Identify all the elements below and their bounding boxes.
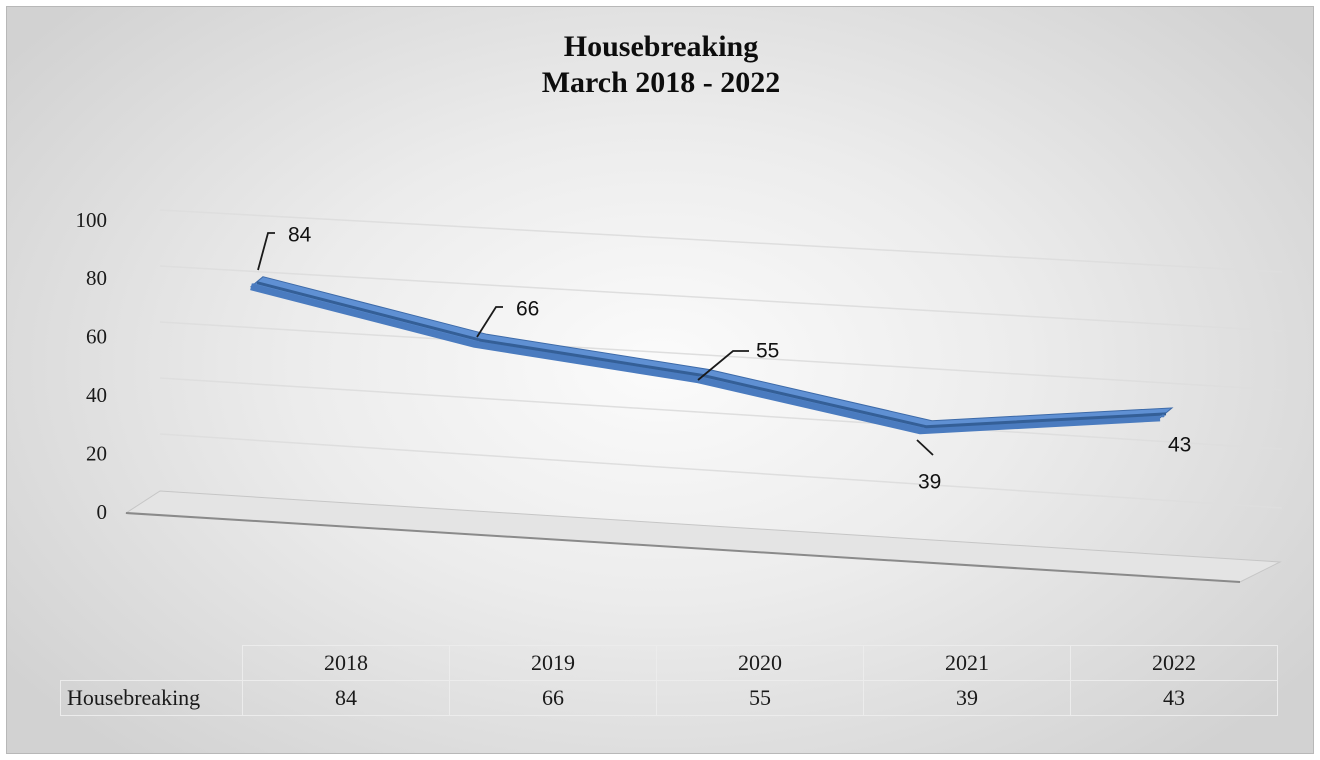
chart-area: Housebreaking March 2018 - 2022	[6, 6, 1314, 754]
data-label-leader	[916, 439, 934, 456]
data-table-value: 84	[242, 680, 450, 716]
data-label: 39	[918, 471, 941, 494]
data-table-value: 43	[1070, 680, 1278, 716]
data-point	[476, 340, 480, 344]
data-table-corner	[61, 646, 243, 681]
gridline	[159, 321, 1283, 391]
data-label-leader	[257, 232, 275, 271]
data-table-category: 2018	[242, 645, 450, 681]
data-label-leader	[476, 306, 503, 338]
chart-title-line-1: Housebreaking	[563, 30, 759, 63]
y-tick-label: 80	[86, 266, 107, 290]
data-table-category: 2022	[1070, 645, 1278, 681]
series-line	[250, 283, 1161, 435]
data-table-value: 39	[863, 680, 1071, 716]
gridline	[159, 377, 1283, 450]
data-table-category: 2019	[449, 645, 657, 681]
data-label: 43	[1168, 434, 1191, 457]
y-tick-label: 20	[86, 441, 107, 465]
data-table-category: 2021	[863, 645, 1071, 681]
data-label: 66	[516, 298, 539, 321]
data-table: 2018 2019 2020 2021 2022 Housebreaking 8…	[60, 645, 1278, 716]
data-point	[252, 283, 256, 287]
data-point	[1161, 414, 1165, 418]
data-table-category: 2020	[656, 645, 864, 681]
y-tick-label: 100	[76, 208, 108, 232]
data-label-leader	[697, 350, 749, 381]
data-point	[921, 427, 925, 431]
gridline	[159, 265, 1283, 332]
chart-title: Housebreaking March 2018 - 2022	[7, 29, 1315, 101]
data-table-series-name: Housebreaking	[60, 680, 243, 716]
x-axis-line	[125, 512, 1241, 583]
floor-plane	[124, 490, 1282, 583]
data-label: 55	[756, 340, 779, 363]
y-tick-label: 0	[97, 500, 108, 524]
gridline	[159, 209, 1283, 273]
y-tick-label: 60	[86, 325, 107, 349]
data-label: 84	[288, 224, 312, 247]
data-table-series-row: Housebreaking 84 66 55 39 43	[60, 680, 1278, 716]
series-line-top-face	[249, 276, 1174, 432]
data-table-header-row: 2018 2019 2020 2021 2022	[61, 645, 1278, 681]
y-tick-label: 40	[86, 383, 107, 407]
data-table-value: 66	[449, 680, 657, 716]
chart-title-line-2: March 2018 - 2022	[541, 66, 781, 99]
gridline	[159, 433, 1283, 509]
data-table-value: 55	[656, 680, 864, 716]
